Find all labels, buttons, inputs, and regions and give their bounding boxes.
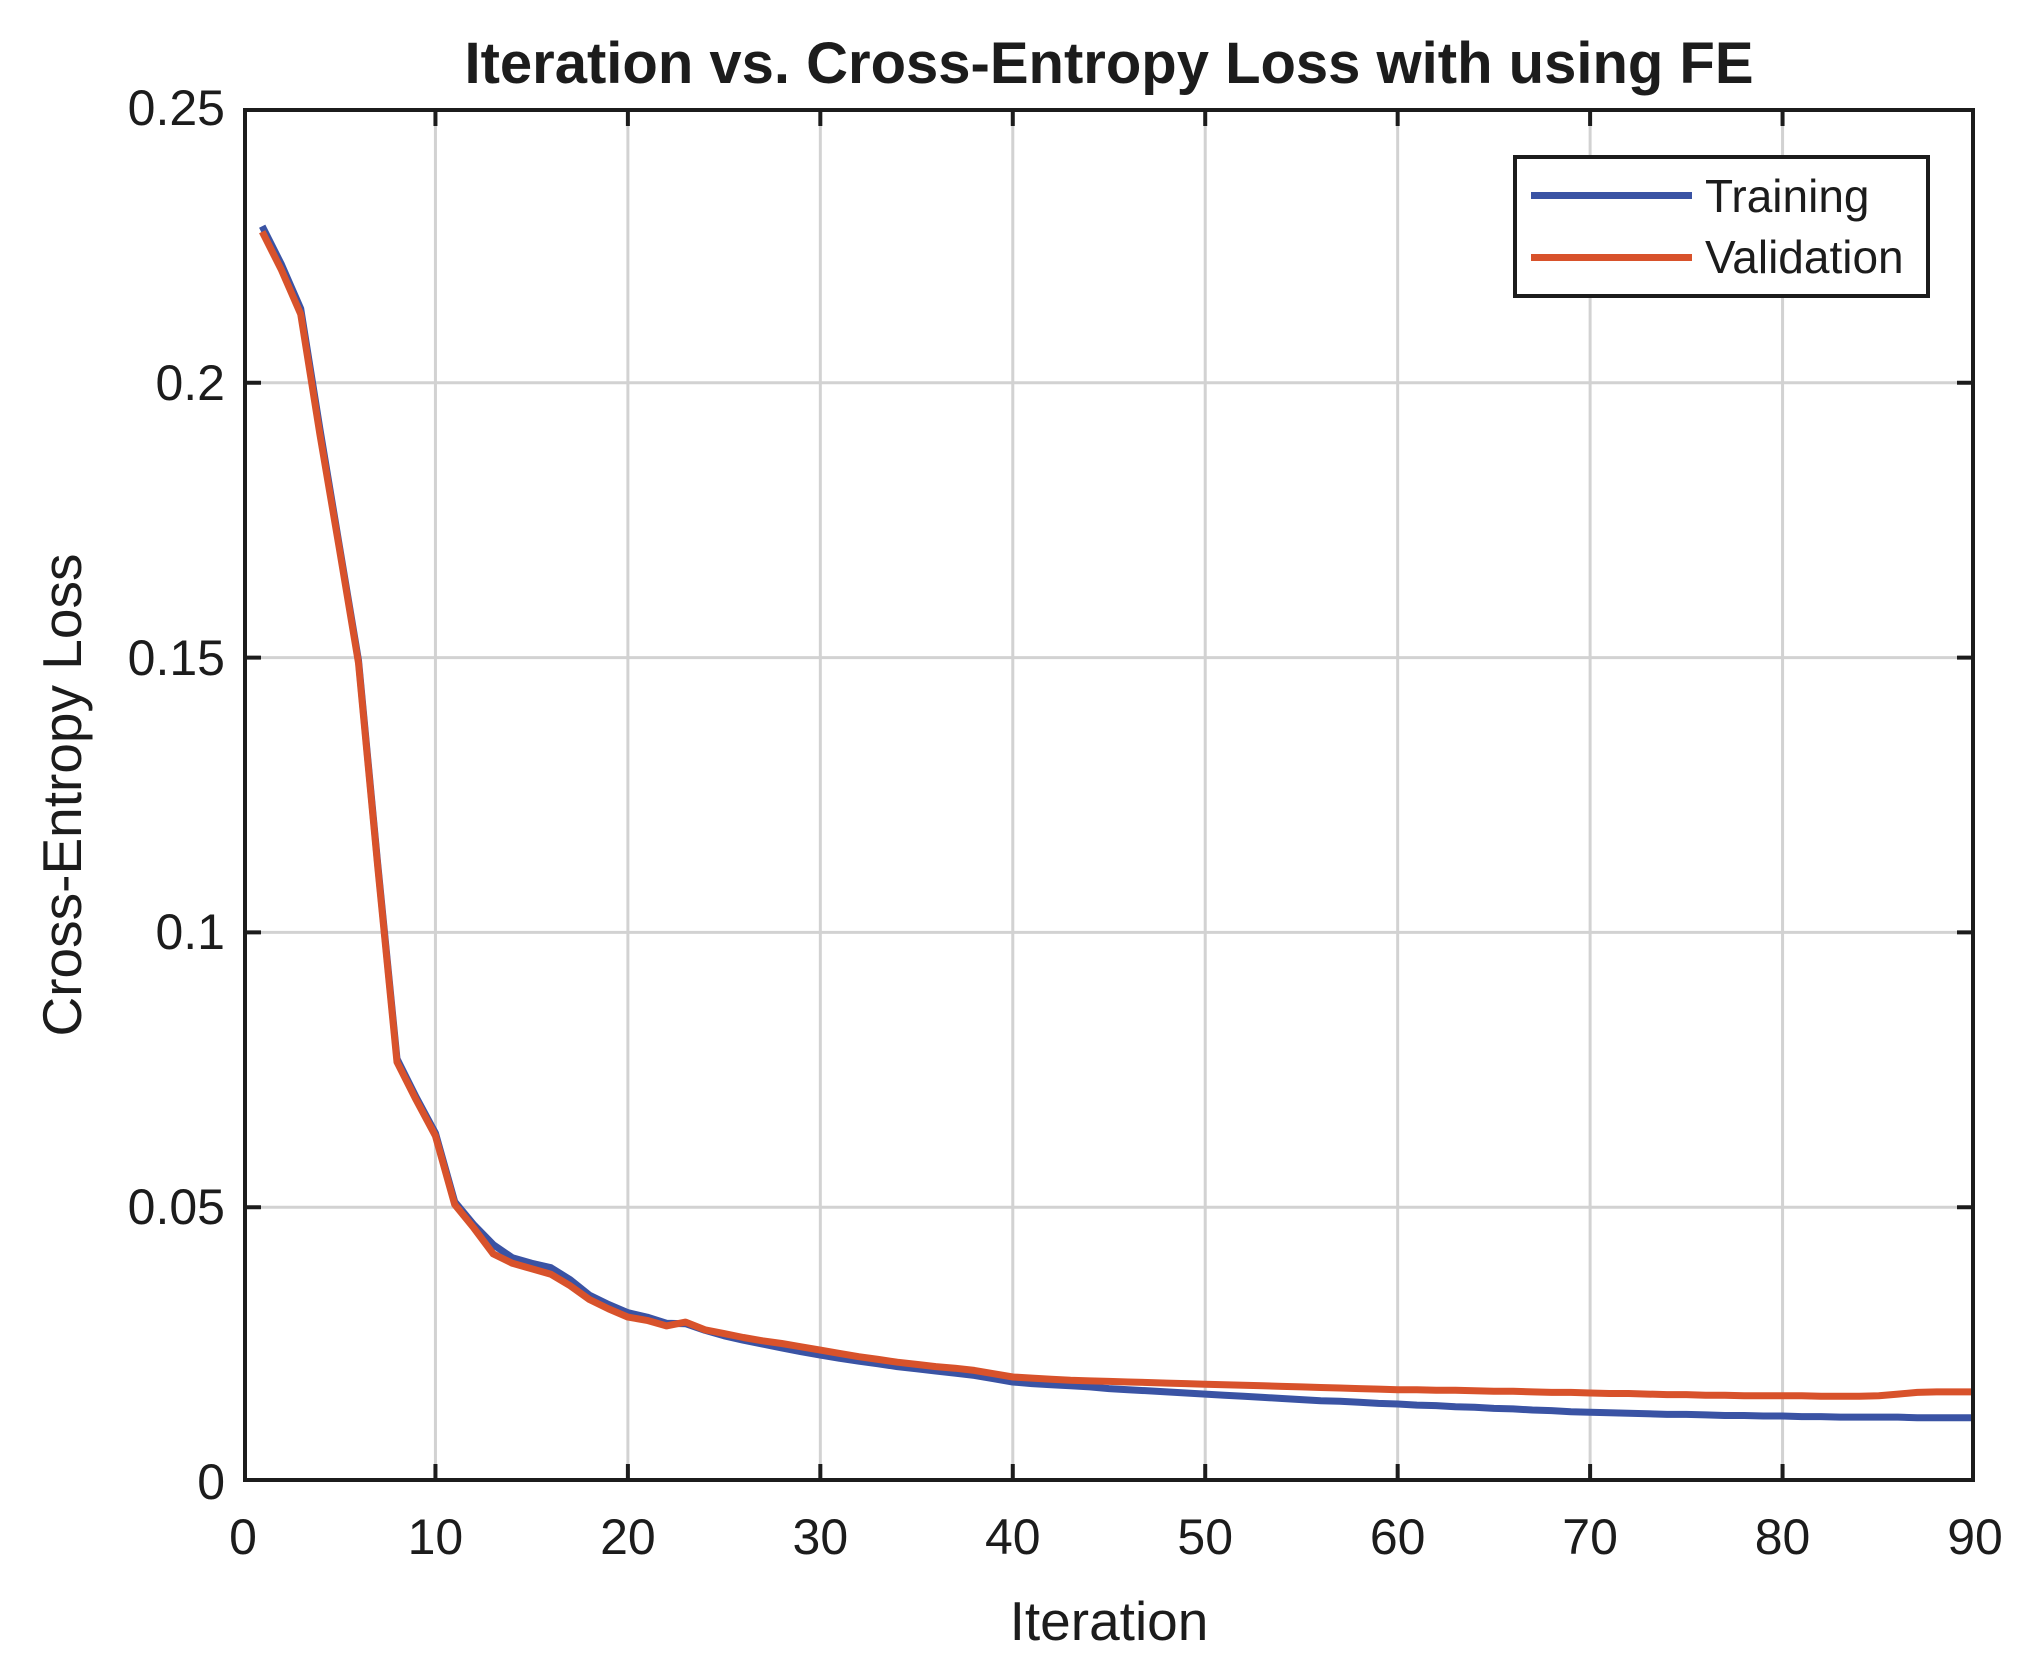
x-tick-label: 10 [407, 1509, 464, 1565]
axes-box [243, 108, 1975, 1482]
chart-title: Iteration vs. Cross-Entropy Loss with us… [464, 31, 1754, 96]
y-tick-label: 0.05 [127, 1179, 225, 1236]
x-axis-label: Iteration [1009, 1590, 1209, 1652]
x-tick-label: 0 [229, 1509, 257, 1565]
x-tick-label: 40 [984, 1509, 1041, 1565]
legend-label-validation: Validation [1705, 231, 1904, 284]
x-tick-label: 60 [1369, 1509, 1426, 1565]
x-tick-label: 20 [600, 1509, 656, 1565]
x-tick-label: 80 [1754, 1509, 1811, 1565]
x-tick-label: 50 [1177, 1509, 1234, 1565]
legend-box: Training Validation [1513, 155, 1930, 298]
y-tick-label: 0.1 [155, 904, 225, 961]
legend-row-training: Training [1517, 171, 1926, 221]
y-tick-label: 0 [197, 1454, 225, 1510]
plot-area [241, 106, 1977, 1484]
legend-row-validation: Validation [1517, 232, 1926, 282]
legend-label-training: Training [1705, 169, 1870, 222]
validation-line-swatch [1531, 253, 1692, 261]
training-line-swatch [1531, 192, 1692, 200]
x-tick-label: 70 [1562, 1509, 1618, 1565]
x-tick-label: 90 [1947, 1509, 2003, 1565]
training-line [259, 224, 1975, 1422]
validation-line [259, 230, 1975, 1400]
y-tick-label: 0.15 [127, 629, 225, 686]
y-axis-label: Cross-Entropy Loss [31, 553, 93, 1037]
x-tick-label: 30 [792, 1509, 849, 1565]
y-tick-label: 0.2 [155, 354, 225, 411]
y-tick-label: 0.25 [127, 80, 225, 136]
plot-canvas [241, 106, 1977, 1484]
